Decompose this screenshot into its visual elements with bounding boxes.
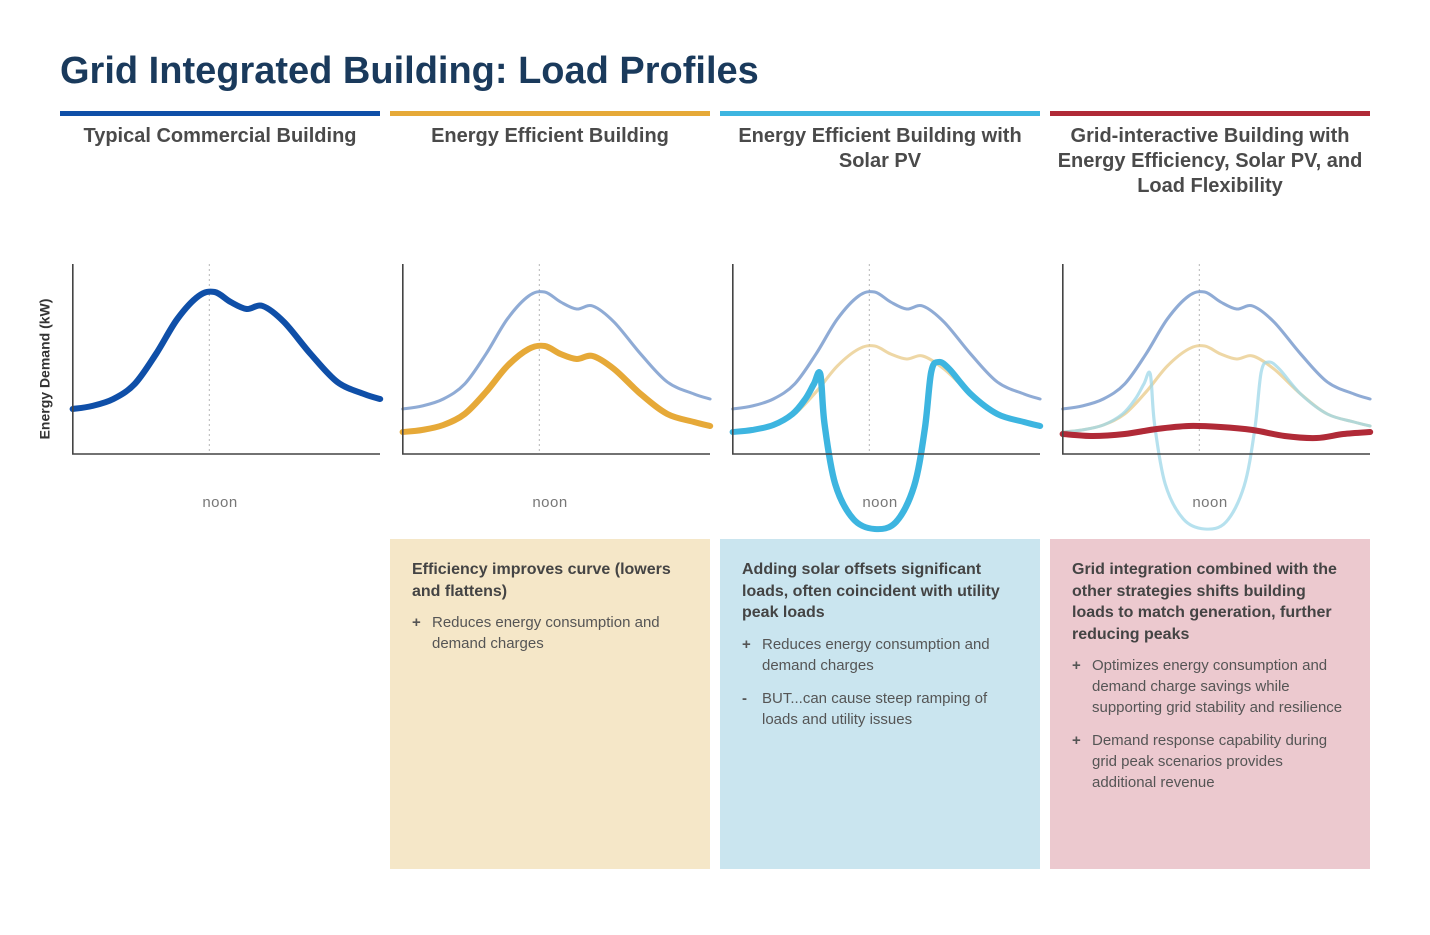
description-bullet: +Reduces energy consumption and demand c… (412, 612, 688, 654)
accent-bar (1050, 111, 1370, 116)
panel-solar: Energy Efficient Building with Solar PV n… (720, 111, 1040, 869)
description-bullet: +Optimizes energy consumption and demand… (1072, 655, 1348, 718)
chart-typical: Energy Demand (kW) (60, 254, 380, 484)
page-title: Grid Integrated Building: Load Profiles (60, 50, 1370, 93)
y-axis-label: Energy Demand (kW) (36, 299, 52, 440)
x-axis-label: noon (1050, 494, 1370, 511)
x-axis-label: noon (60, 494, 380, 511)
panel-title: Energy Efficient Building with Solar PV (720, 124, 1040, 254)
description-box: Efficiency improves curve (lowers and fl… (390, 539, 710, 869)
description-headline: Grid integration combined with the other… (1072, 559, 1348, 645)
x-axis-label: noon (720, 494, 1040, 511)
description-headline: Adding solar offsets significant loads, … (742, 559, 1018, 624)
description-bullet: +Demand response capability during grid … (1072, 730, 1348, 793)
panel-flex: Grid-interactive Building with Energy Ef… (1050, 111, 1370, 869)
accent-bar (60, 111, 380, 116)
panels-row: Typical Commercial BuildingEnergy Demand… (60, 111, 1370, 869)
description-bullet: -BUT...can cause steep ramping of loads … (742, 688, 1018, 730)
x-axis-label: noon (390, 494, 710, 511)
description-headline: Efficiency improves curve (lowers and fl… (412, 559, 688, 602)
accent-bar (390, 111, 710, 116)
accent-bar (720, 111, 1040, 116)
panel-title: Energy Efficient Building (390, 124, 710, 254)
chart-efficient (390, 254, 710, 484)
panel-title: Typical Commercial Building (60, 124, 380, 254)
panel-efficient: Energy Efficient Building noon Efficiency … (390, 111, 710, 869)
panel-typical: Typical Commercial BuildingEnergy Demand… (60, 111, 380, 869)
panel-title: Grid-interactive Building with Energy Ef… (1050, 124, 1370, 254)
chart-solar (720, 254, 1040, 484)
description-box: Grid integration combined with the other… (1050, 539, 1370, 869)
description-box: Adding solar offsets significant loads, … (720, 539, 1040, 869)
chart-flex (1050, 254, 1370, 484)
description-bullet: +Reduces energy consumption and demand c… (742, 634, 1018, 676)
